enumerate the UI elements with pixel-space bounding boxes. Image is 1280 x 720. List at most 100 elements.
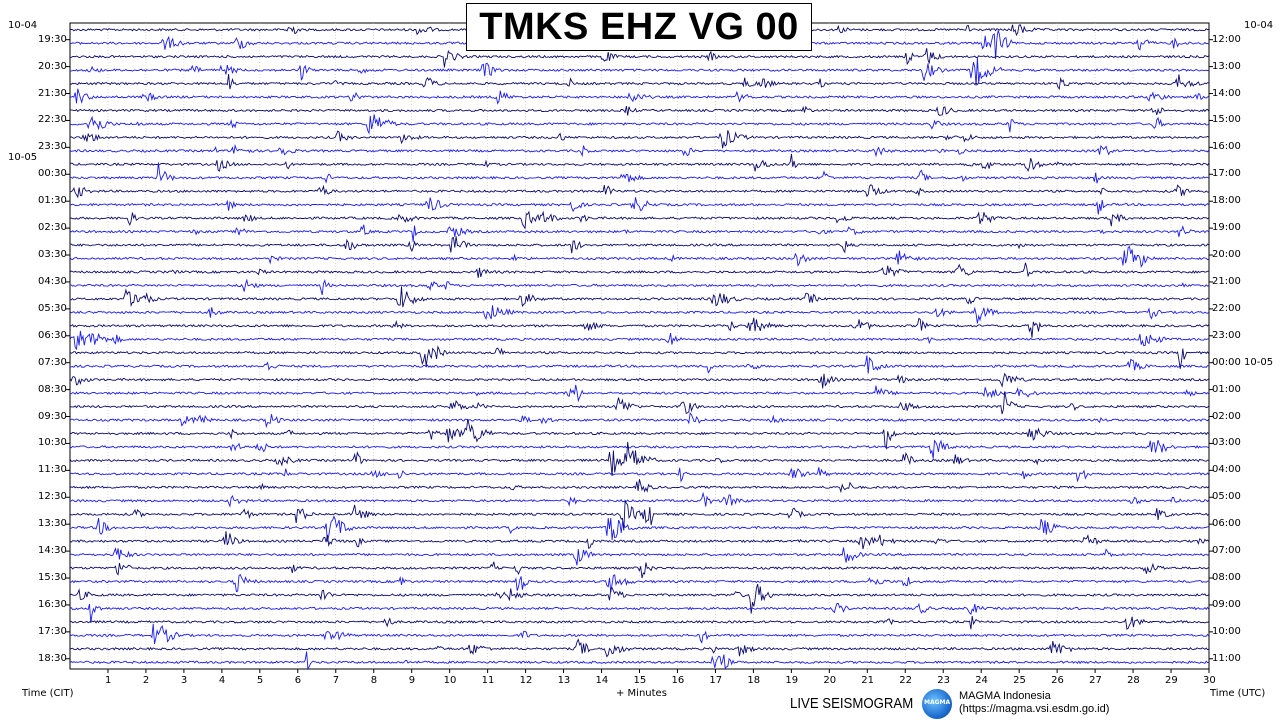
trace-row [69, 467, 1210, 483]
x-tick-label: 10 [443, 675, 457, 686]
right-time-label: 10:00 [1212, 625, 1241, 637]
seismic-traces [69, 16, 1210, 671]
left-time-label: 22:30 [38, 114, 67, 126]
trace-row [69, 355, 1209, 374]
left-axis-label: Time (CIT) [22, 688, 74, 699]
x-tick-label: 6 [294, 675, 302, 686]
x-tick-label: 13 [557, 675, 571, 686]
x-tick-label: 14 [595, 675, 609, 686]
x-tick-label: 20 [823, 675, 837, 686]
left-date-change: 10-05 [8, 152, 38, 163]
trace-row [69, 651, 1209, 671]
right-time-label: 21:00 [1212, 275, 1241, 287]
trace-row [69, 224, 1210, 242]
left-time-label: 01:30 [38, 195, 67, 207]
x-tick-label: 18 [747, 675, 761, 686]
x-tick-label: 11 [481, 675, 495, 686]
x-tick-label: 8 [370, 675, 378, 686]
left-time-label: 12:30 [38, 491, 67, 503]
trace-row [69, 547, 1209, 566]
trace-row [70, 236, 1209, 254]
left-time-label: 17:30 [38, 625, 67, 637]
right-time-label: 04:00 [1212, 464, 1241, 476]
trace-row [69, 162, 1210, 184]
right-time-label: 17:00 [1212, 168, 1241, 180]
x-tick-label: 27 [1089, 675, 1102, 686]
right-time-label: 06:00 [1212, 518, 1241, 530]
magma-logo-text: MAGMA [924, 699, 951, 706]
trace-row [69, 583, 1210, 614]
trace-row [69, 623, 1210, 645]
trace-row [69, 57, 1209, 86]
right-time-label: 03:00 [1212, 437, 1241, 449]
right-time-label: 23:00 [1212, 329, 1241, 341]
x-tick-label: 24 [975, 675, 988, 686]
x-tick-label: 3 [180, 675, 188, 686]
right-time-label: 12:00 [1212, 33, 1241, 45]
x-tick-label: 26 [1051, 675, 1064, 686]
trace-row [69, 345, 1210, 369]
x-tick-label: 30 [1203, 675, 1216, 686]
trace-row [69, 515, 1209, 542]
left-time-label: 05:30 [38, 302, 67, 314]
x-tick-label: 19 [785, 675, 799, 686]
trace-row [69, 419, 1210, 450]
right-time-label: 08:00 [1212, 572, 1241, 584]
x-tick-label: 5 [256, 675, 264, 686]
trace-row [70, 573, 1209, 593]
trace-row [69, 262, 1209, 278]
left-time-label: 13:30 [38, 518, 67, 530]
trace-row [69, 638, 1209, 658]
left-time-label: 20:30 [38, 60, 67, 72]
left-time-label: 19:30 [38, 33, 67, 45]
axis-ticks [66, 39, 1213, 673]
trace-row [69, 286, 1209, 308]
left-time-label: 14:30 [38, 545, 67, 557]
live-seismogram-label: LIVE SEISMOGRAM [790, 695, 914, 712]
left-time-label: 15:30 [38, 572, 67, 584]
trace-row [69, 278, 1209, 296]
left-time-label: 00:30 [38, 168, 67, 180]
right-time-label: 19:00 [1212, 222, 1241, 234]
x-tick-label: 12 [519, 675, 533, 686]
right-axis-label: Time (UTC) [1210, 688, 1266, 699]
right-time-label: 11:00 [1212, 652, 1241, 664]
trace-row [69, 73, 1209, 91]
right-date-start: 10-04 [1244, 20, 1274, 31]
trace-row [69, 412, 1210, 429]
right-time-label: 15:00 [1212, 114, 1241, 126]
trace-row [69, 441, 1209, 477]
left-date-start: 10-04 [8, 20, 38, 31]
left-time-label: 21:30 [38, 87, 67, 99]
org-name: MAGMA Indonesia [959, 690, 1051, 702]
x-tick-label: 4 [218, 675, 226, 686]
trace-row [69, 153, 1210, 173]
left-time-label: 02:30 [38, 222, 67, 234]
trace-row [69, 491, 1210, 508]
x-tick-label: 22 [899, 675, 912, 686]
left-time-label: 10:30 [38, 437, 67, 449]
trace-row [69, 48, 1210, 68]
trace-row [69, 184, 1209, 199]
trace-row [69, 391, 1210, 415]
right-time-label: 09:00 [1212, 598, 1241, 610]
right-time-label: 05:00 [1212, 491, 1241, 503]
left-time-label: 09:30 [38, 410, 67, 422]
trace-row [69, 616, 1210, 630]
magma-logo: MAGMA [922, 689, 952, 719]
trace-row [69, 561, 1210, 579]
x-tick-label: 29 [1165, 675, 1178, 686]
trace-row [69, 143, 1210, 158]
trace-row [69, 439, 1210, 459]
left-time-label: 23:30 [38, 141, 67, 153]
right-time-label: 16:00 [1212, 141, 1241, 153]
trace-row [69, 317, 1210, 338]
trace-row [69, 197, 1210, 215]
right-time-label: 22:00 [1212, 302, 1241, 314]
left-time-label: 11:30 [38, 464, 67, 476]
trace-row [69, 246, 1209, 268]
x-tick-label: 17 [709, 675, 723, 686]
right-time-label: 00:00 10-05 [1212, 356, 1274, 368]
right-time-label: 02:00 [1212, 410, 1241, 422]
left-time-label: 08:30 [38, 383, 67, 395]
